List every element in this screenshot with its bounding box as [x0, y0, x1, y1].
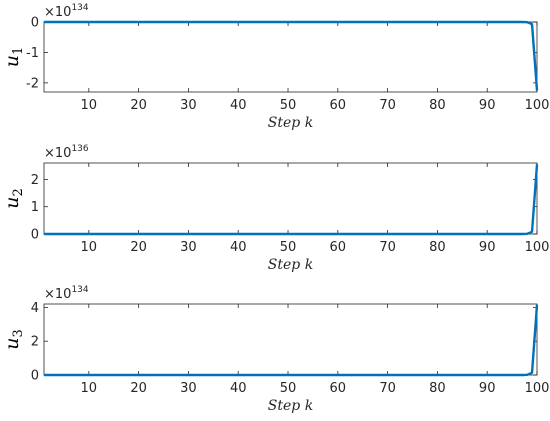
y-tick-label: -1	[26, 46, 39, 61]
x-tick-label: 10	[81, 240, 98, 255]
y-axis-label: u1	[1, 47, 26, 68]
x-tick-label: 30	[180, 240, 197, 255]
series-line	[44, 304, 539, 377]
x-tick-label: 100	[525, 98, 550, 113]
y-axis-label: u3	[1, 329, 26, 350]
y-axis-label: u2	[1, 188, 26, 209]
y-axis-label-subscript: 3	[11, 329, 26, 337]
exponent-power: 134	[71, 3, 88, 13]
subplot-1: 10 20 30 40 50 60 70 80 90 100 0 -1 -2 ×10134 u1 Step k	[1, 3, 549, 131]
x-tick-label: 30	[180, 381, 197, 396]
exponent-base: ×10	[44, 287, 71, 302]
y-tick-label: 2	[31, 335, 39, 350]
exponent-base: ×10	[44, 146, 71, 161]
x-axis-label: Step k	[268, 115, 313, 131]
x-tick-label: 10	[81, 381, 98, 396]
y-axis-label-subscript: 1	[11, 47, 26, 55]
y-axis-label-main: u	[1, 55, 23, 67]
x-tick-label: 80	[429, 381, 446, 396]
x-tick-label: 50	[280, 240, 297, 255]
x-tick-label: 20	[130, 240, 147, 255]
x-tick-label: 20	[130, 381, 147, 396]
x-tick-label: 50	[280, 381, 297, 396]
y-axis-label-main: u	[1, 197, 23, 209]
y-tick-label: 0	[31, 369, 39, 384]
x-tick-label: 50	[280, 98, 297, 113]
x-tick-label: 80	[429, 98, 446, 113]
x-tick-label: 10	[81, 98, 98, 113]
axes-box	[43, 21, 538, 93]
x-tick-label: 40	[230, 98, 247, 113]
x-tick-label: 90	[479, 240, 496, 255]
x-tick-label: 30	[180, 98, 197, 113]
x-tick-label: 100	[525, 381, 550, 396]
subplot-3: 10 20 30 40 50 60 70 80 90 100 0 2 4 ×10134 u3 Step k	[1, 285, 549, 414]
y-exponent-label: ×10134	[44, 285, 89, 302]
y-tick-label: 2	[31, 173, 39, 188]
y-exponent-label: ×10136	[44, 144, 89, 161]
y-tick-label: 1	[31, 200, 39, 215]
exponent-base: ×10	[44, 5, 71, 20]
x-tick-label: 90	[479, 381, 496, 396]
axes-box	[43, 162, 538, 235]
x-axis-label: Step k	[268, 257, 313, 273]
y-axis-label-subscript: 2	[11, 188, 26, 196]
x-tick-label: 60	[330, 98, 347, 113]
exponent-power: 134	[71, 285, 88, 295]
x-tick-label: 70	[379, 240, 396, 255]
y-axis-label-main: u	[1, 338, 23, 350]
x-tick-label: 70	[379, 98, 396, 113]
axes-box	[43, 303, 538, 376]
x-tick-label: 60	[330, 381, 347, 396]
y-tick-label: -2	[26, 76, 39, 91]
x-tick-label: 90	[479, 98, 496, 113]
x-tick-label: 70	[379, 381, 396, 396]
y-tick-label: 0	[31, 16, 39, 31]
x-axis-label: Step k	[268, 398, 313, 414]
x-tick-label: 100	[525, 240, 550, 255]
y-exponent-label: ×10134	[44, 3, 89, 20]
exponent-power: 136	[71, 144, 88, 154]
series-line	[44, 20, 539, 91]
x-tick-label: 60	[330, 240, 347, 255]
y-tick-label: 4	[31, 301, 39, 316]
x-tick-label: 80	[429, 240, 446, 255]
x-tick-label: 40	[230, 381, 247, 396]
x-tick-label: 40	[230, 240, 247, 255]
series-line	[44, 164, 539, 236]
x-tick-label: 20	[130, 98, 147, 113]
y-tick-label: 0	[31, 228, 39, 243]
